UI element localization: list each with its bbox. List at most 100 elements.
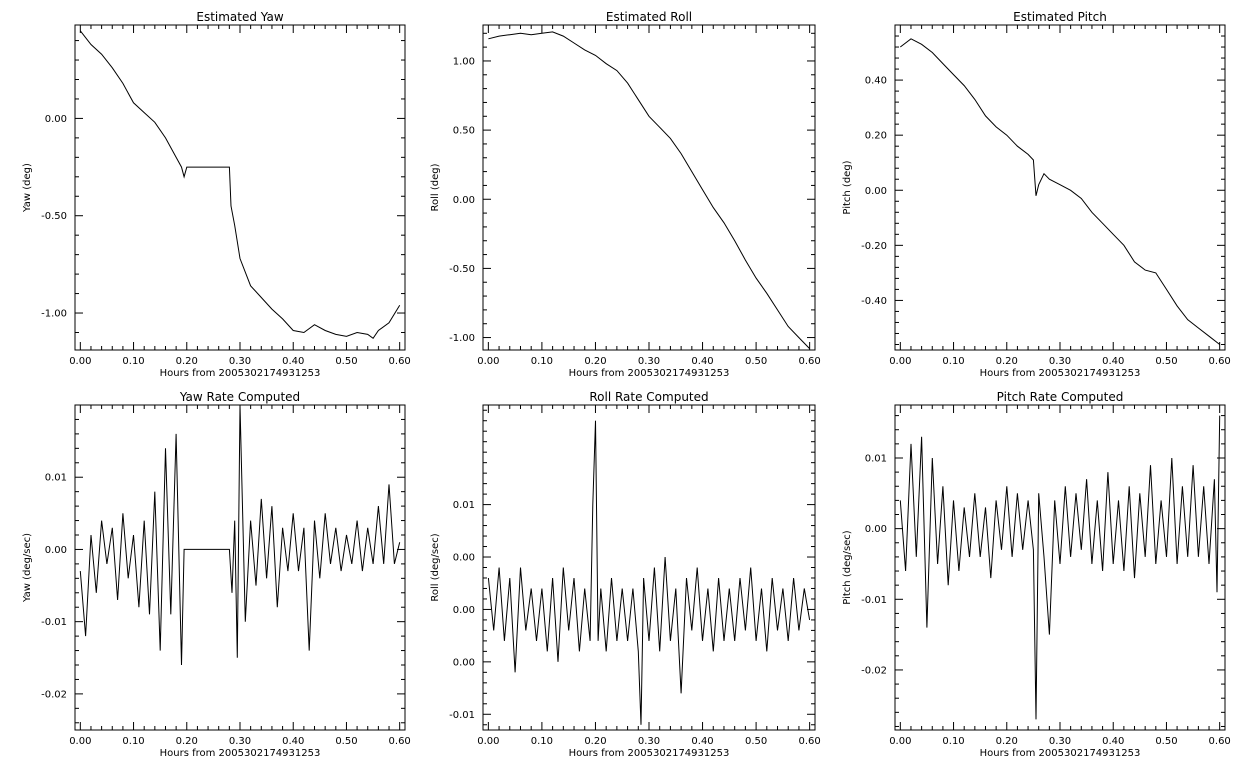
y-tick-label: 0.01 — [453, 500, 475, 511]
y-tick-label: -0.50 — [41, 211, 67, 222]
x-tick-label: 0.60 — [799, 736, 821, 747]
y-tick-label: 0.00 — [865, 186, 887, 197]
chart-title: Roll Rate Computed — [589, 390, 708, 404]
y-tick-label: 0.01 — [45, 473, 67, 484]
x-tick-label: 0.10 — [531, 736, 553, 747]
x-tick-label: 0.50 — [745, 356, 767, 367]
series-line-1 — [487, 420, 811, 725]
y-tick-label: -1.00 — [41, 309, 67, 320]
y-tick-label: 1.00 — [453, 56, 475, 67]
x-tick-label: 0.00 — [889, 356, 911, 367]
x-tick-label: 0.30 — [1049, 736, 1071, 747]
y-tick-label: 0.00 — [45, 545, 67, 556]
y-tick-label: -1.00 — [449, 333, 475, 344]
chart-panel-4: Yaw Rate Computed 0.00 0.10 0.20 0.30 0.40 0.5… — [22, 390, 411, 759]
y-tick-label: -0.50 — [449, 264, 475, 275]
chart-panel-2: Estimated Roll 0.00 0.10 0.20 0.30 0.40 0.50 0.… — [430, 10, 821, 379]
x-tick-label: 0.60 — [1209, 736, 1231, 747]
y-tick-label: 0.00 — [453, 657, 475, 668]
plot-frame — [482, 404, 816, 731]
chart-panel-1: Estimated Yaw 0.00 0.10 0.20 0.30 0.40 0.50 0.6… — [22, 10, 411, 379]
x-axis-label: Hours from 2005302174931253 — [160, 748, 321, 759]
y-axis-label: Pitch (deg/sec) — [842, 530, 853, 605]
y-tick-label: 0.00 — [453, 605, 475, 616]
y-tick-label: 0.20 — [865, 131, 887, 142]
x-tick-label: 0.00 — [69, 356, 91, 367]
x-tick-label: 0.40 — [691, 356, 713, 367]
plot-frame — [74, 24, 406, 351]
chart-panel-6: Pitch Rate Computed 0.00 0.10 0.20 0.30 0.40 0… — [842, 390, 1231, 759]
x-tick-label: 0.00 — [477, 356, 499, 367]
series-line-1 — [488, 31, 810, 349]
y-axis-label: Roll (deg/sec) — [430, 533, 441, 601]
series-line-1 — [899, 415, 1221, 720]
y-axis-label: Yaw (deg) — [22, 163, 33, 213]
y-tick-label: 0.00 — [453, 195, 475, 206]
series-line-1 — [79, 404, 401, 666]
series-line-1 — [899, 38, 1221, 345]
x-tick-label: 0.50 — [745, 736, 767, 747]
y-tick-label: 0.00 — [45, 114, 67, 125]
x-tick-label: 0.40 — [1102, 736, 1124, 747]
x-tick-label: 0.40 — [282, 356, 304, 367]
y-tick-label: -0.20 — [861, 241, 887, 252]
chart-title: Estimated Pitch — [1013, 10, 1107, 24]
chart-title: Estimated Yaw — [196, 10, 283, 24]
x-tick-label: 0.10 — [942, 356, 964, 367]
y-tick-label: -0.02 — [861, 665, 887, 676]
x-axis-label: Hours from 2005302174931253 — [160, 368, 321, 379]
x-tick-label: 0.50 — [335, 356, 357, 367]
x-tick-label: 0.30 — [638, 356, 660, 367]
x-axis-label: Hours from 2005302174931253 — [569, 368, 730, 379]
y-tick-label: 0.00 — [453, 553, 475, 564]
plot-frame — [482, 24, 816, 351]
x-tick-label: 0.50 — [335, 736, 357, 747]
x-tick-label: 0.30 — [638, 736, 660, 747]
x-tick-label: 0.50 — [1155, 356, 1177, 367]
x-tick-label: 0.60 — [799, 356, 821, 367]
chart-title: Pitch Rate Computed — [997, 390, 1124, 404]
y-tick-label: -0.02 — [41, 689, 67, 700]
chart-panel-5: Roll Rate Computed 0.00 0.10 0.20 0.30 0.40 0.… — [430, 390, 821, 759]
y-tick-label: -0.01 — [861, 595, 887, 606]
x-tick-label: 0.20 — [176, 356, 198, 367]
y-tick-label: 0.40 — [865, 76, 887, 87]
x-tick-label: 0.20 — [996, 356, 1018, 367]
x-tick-label: 0.10 — [942, 736, 964, 747]
x-tick-label: 0.10 — [122, 736, 144, 747]
x-tick-label: 0.20 — [996, 736, 1018, 747]
series-line-1 — [79, 30, 401, 340]
x-tick-label: 0.30 — [1049, 356, 1071, 367]
y-tick-label: -0.01 — [41, 617, 67, 628]
x-tick-label: 0.20 — [584, 736, 606, 747]
y-axis-label: Pitch (deg) — [842, 160, 853, 214]
y-axis-label: Roll (deg) — [430, 163, 441, 211]
plot-frame — [74, 404, 406, 731]
x-tick-label: 0.20 — [176, 736, 198, 747]
x-tick-label: 0.30 — [229, 356, 251, 367]
chart-panel-3: Estimated Pitch 0.00 0.10 0.20 0.30 0.40 0.50 0… — [842, 10, 1231, 379]
y-tick-label: -0.01 — [449, 710, 475, 721]
x-tick-label: 0.00 — [477, 736, 499, 747]
x-axis-label: Hours from 2005302174931253 — [980, 748, 1141, 759]
x-tick-label: 0.30 — [229, 736, 251, 747]
x-tick-label: 0.00 — [889, 736, 911, 747]
y-tick-label: 0.50 — [453, 126, 475, 137]
x-tick-label: 0.40 — [691, 736, 713, 747]
x-tick-label: 0.60 — [389, 356, 411, 367]
x-axis-label: Hours from 2005302174931253 — [569, 748, 730, 759]
x-tick-label: 0.50 — [1155, 736, 1177, 747]
chart-title: Estimated Roll — [606, 10, 692, 24]
x-axis-label: Hours from 2005302174931253 — [980, 368, 1141, 379]
x-tick-label: 0.60 — [1209, 356, 1231, 367]
x-tick-label: 0.40 — [282, 736, 304, 747]
x-tick-label: 0.60 — [389, 736, 411, 747]
y-tick-label: 0.01 — [865, 453, 887, 464]
plot-frame — [894, 404, 1226, 731]
x-tick-label: 0.40 — [1102, 356, 1124, 367]
x-tick-label: 0.00 — [69, 736, 91, 747]
x-tick-label: 0.20 — [584, 356, 606, 367]
y-tick-label: -0.40 — [861, 296, 887, 307]
